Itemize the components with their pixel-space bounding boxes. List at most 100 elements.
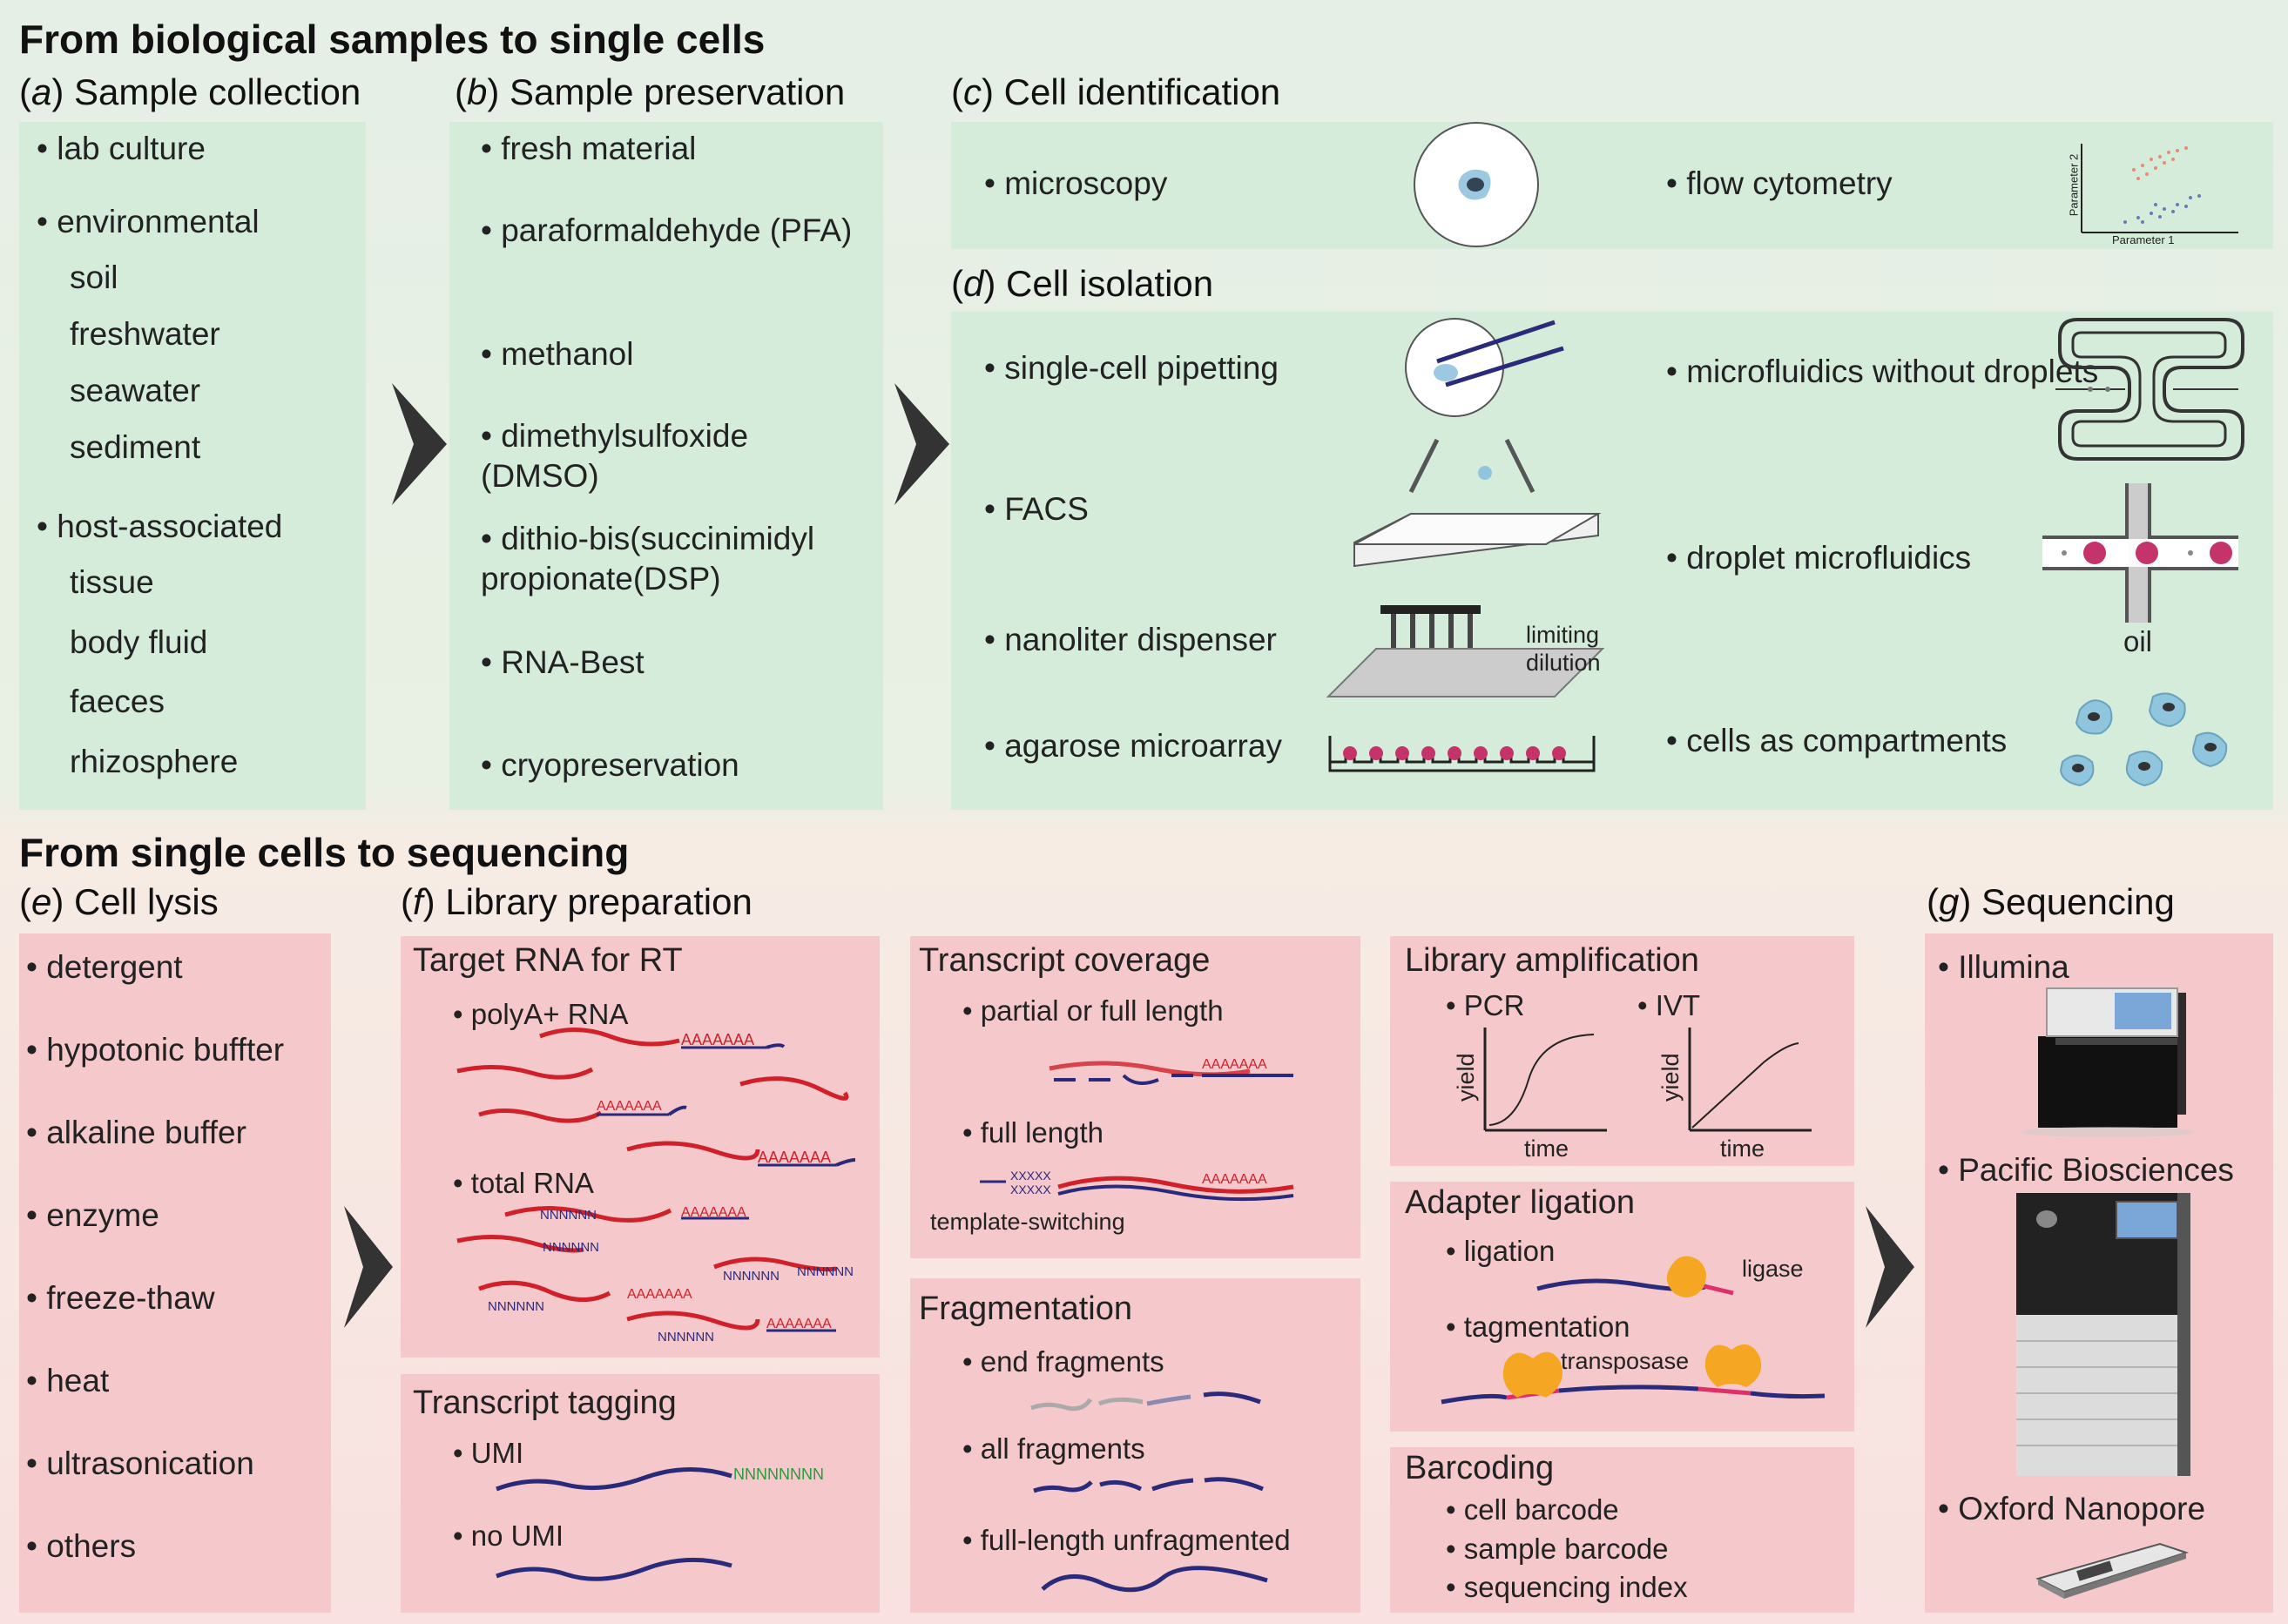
flow-cytometry-plot-icon <box>2081 144 2238 233</box>
polya-rna-icon: AAAAAAA AAAAAAA AAAAAAA <box>456 1028 856 1167</box>
ligation-label: • ligation <box>1446 1235 1556 1267</box>
section-title-top: From biological samples to single cells <box>19 17 766 62</box>
list-item: • fresh material <box>481 131 697 166</box>
list-item: rhizosphere <box>70 744 239 779</box>
list-item: • freeze-thaw <box>26 1280 215 1316</box>
barcoding-box <box>1390 1447 1854 1613</box>
amplification-title: Library amplification <box>1405 942 1699 979</box>
target-rna-title: Target RNA for RT <box>413 942 683 979</box>
umi-label: • UMI <box>453 1437 524 1469</box>
list-item: • microfluidics without droplets <box>1666 354 2099 389</box>
list-item: • sample barcode <box>1446 1533 1669 1565</box>
panel-e-box <box>19 933 331 1613</box>
agarose-microarray-icon <box>1328 736 1596 772</box>
svg-text:NNNNNN: NNNNNN <box>723 1269 780 1284</box>
list-item: • hypotonic buffter <box>26 1032 285 1068</box>
template-switching-label: template-switching <box>930 1209 1125 1235</box>
panel-c-heading: (c) Cell identification <box>951 71 1281 112</box>
no-umi-label: • no UMI <box>453 1520 564 1552</box>
unfragmented-icon <box>1041 1566 1268 1593</box>
svg-text:NNNNNN: NNNNNN <box>797 1264 854 1279</box>
end-fragments-icon <box>1030 1392 1261 1412</box>
cells-compartments-icon <box>2059 692 2228 787</box>
svg-text:XXXXX: XXXXX <box>1010 1183 1051 1196</box>
pcr-label: • PCR <box>1446 989 1525 1021</box>
svg-text:NNNNNNNN: NNNNNNNN <box>733 1466 824 1483</box>
list-item: • alkaline buffer <box>26 1115 246 1150</box>
list-item: • detergent <box>26 949 183 985</box>
transposase-label: transposase <box>1561 1348 1690 1374</box>
list-item: • cryopreservation <box>481 747 739 783</box>
list-item: body fluid <box>70 624 208 660</box>
list-item: • flow cytometry <box>1666 165 1893 201</box>
list-item: • Oxford Nanopore <box>1938 1491 2206 1526</box>
umi-transcript-icon: NNNNNNNN <box>496 1466 824 1492</box>
library-amplification-box <box>1390 936 1854 1166</box>
section-title-bottom: From single cells to sequencing <box>19 830 630 875</box>
panel-e-heading: (e) Cell lysis <box>19 881 219 922</box>
microscopy-cell-icon <box>1414 122 1539 247</box>
ivt-yield-label: yield <box>1657 1053 1684 1102</box>
panel-g-heading: (g) Sequencing <box>1927 881 2175 922</box>
list-item: • Pacific Biosciences <box>1938 1152 2234 1188</box>
full-length-label: • full length <box>962 1116 1104 1149</box>
svg-text:NNNNNN: NNNNNN <box>488 1299 544 1314</box>
total-rna-icon: NNNNNN NNNNNN NNNNNN NNNNNN NNNNNN NNNNN… <box>456 1205 854 1344</box>
list-item: • lab culture <box>37 131 206 166</box>
svg-text:NNNNNN: NNNNNN <box>543 1240 599 1255</box>
axis-x-label: Parameter 1 <box>2112 233 2175 246</box>
pacbio-sequencer-icon <box>2016 1193 2190 1476</box>
facs-plate-icon <box>1353 438 1602 568</box>
full-length-unfragmented-label: • full-length unfragmented <box>962 1524 1291 1556</box>
ivt-time-label: time <box>1720 1135 1765 1162</box>
list-item: • droplet microfluidics <box>1666 540 1972 576</box>
ligation-icon <box>1536 1256 1734 1297</box>
axis-y-label: Parameter 2 <box>2067 153 2081 217</box>
svg-text:AAAAAAA: AAAAAAA <box>766 1317 832 1331</box>
tagmentation-label: • tagmentation <box>1446 1311 1630 1343</box>
list-item: • nanoliter dispenser <box>984 622 1277 657</box>
svg-text:AAAAAAA: AAAAAAA <box>681 1205 746 1220</box>
transcript-coverage-box <box>910 936 1360 1258</box>
all-fragments-label: • all fragments <box>962 1432 1145 1465</box>
list-item: • others <box>26 1528 137 1564</box>
nanoliter-dispenser-icon <box>1326 605 1605 697</box>
panel-c-box <box>951 122 2273 249</box>
coverage-title: Transcript coverage <box>919 942 1211 979</box>
arrow-right-icon <box>894 383 949 505</box>
svg-text:NNNNNN: NNNNNN <box>540 1208 597 1223</box>
full-coverage-icon: XXXXX XXXXX AAAAAAA <box>980 1169 1294 1202</box>
list-item: • single-cell pipetting <box>984 350 1279 386</box>
list-item: soil <box>70 259 118 295</box>
polya-label: • polyA+ RNA <box>453 998 629 1030</box>
list-item: faeces <box>70 684 165 719</box>
all-fragments-icon <box>1033 1477 1264 1493</box>
list-item: seawater <box>70 373 201 408</box>
oil-label: oil <box>2123 625 2153 657</box>
partial-coverage-icon: AAAAAAA <box>1049 1057 1293 1085</box>
svg-text:AAAAAAA: AAAAAAA <box>681 1031 754 1048</box>
list-item: tissue <box>70 564 154 600</box>
dilution-label: dilution <box>1526 650 1601 676</box>
tagmentation-icon <box>1441 1344 1826 1405</box>
arrow-right-icon <box>1866 1206 1914 1328</box>
illumina-sequencer-icon <box>2021 987 2195 1137</box>
ligase-label: ligase <box>1742 1256 1804 1282</box>
svg-text:XXXXX: XXXXX <box>1010 1169 1051 1183</box>
svg-text:AAAAAAA: AAAAAAA <box>627 1287 692 1302</box>
list-item: • methanol <box>481 336 634 372</box>
svg-text:AAAAAAA: AAAAAAA <box>1202 1172 1267 1187</box>
pcr-curve-icon <box>1483 1028 1607 1132</box>
arrow-right-icon <box>392 383 447 505</box>
adapter-title: Adapter ligation <box>1405 1184 1636 1221</box>
panel-f-heading: (f) Library preparation <box>401 881 753 922</box>
list-item: • microscopy <box>984 165 1168 201</box>
list-item: • dimethylsulfoxide (DMSO) <box>481 418 749 494</box>
adapter-ligation-box <box>1390 1182 1854 1432</box>
list-item: • environmental <box>37 204 260 239</box>
total-rna-label: • total RNA <box>453 1167 594 1199</box>
pcr-yield-label: yield <box>1453 1053 1479 1102</box>
end-fragments-label: • end fragments <box>962 1345 1164 1378</box>
microfluidics-chip-icon <box>2055 318 2244 461</box>
panel-a-heading: (a) Sample collection <box>19 71 361 112</box>
